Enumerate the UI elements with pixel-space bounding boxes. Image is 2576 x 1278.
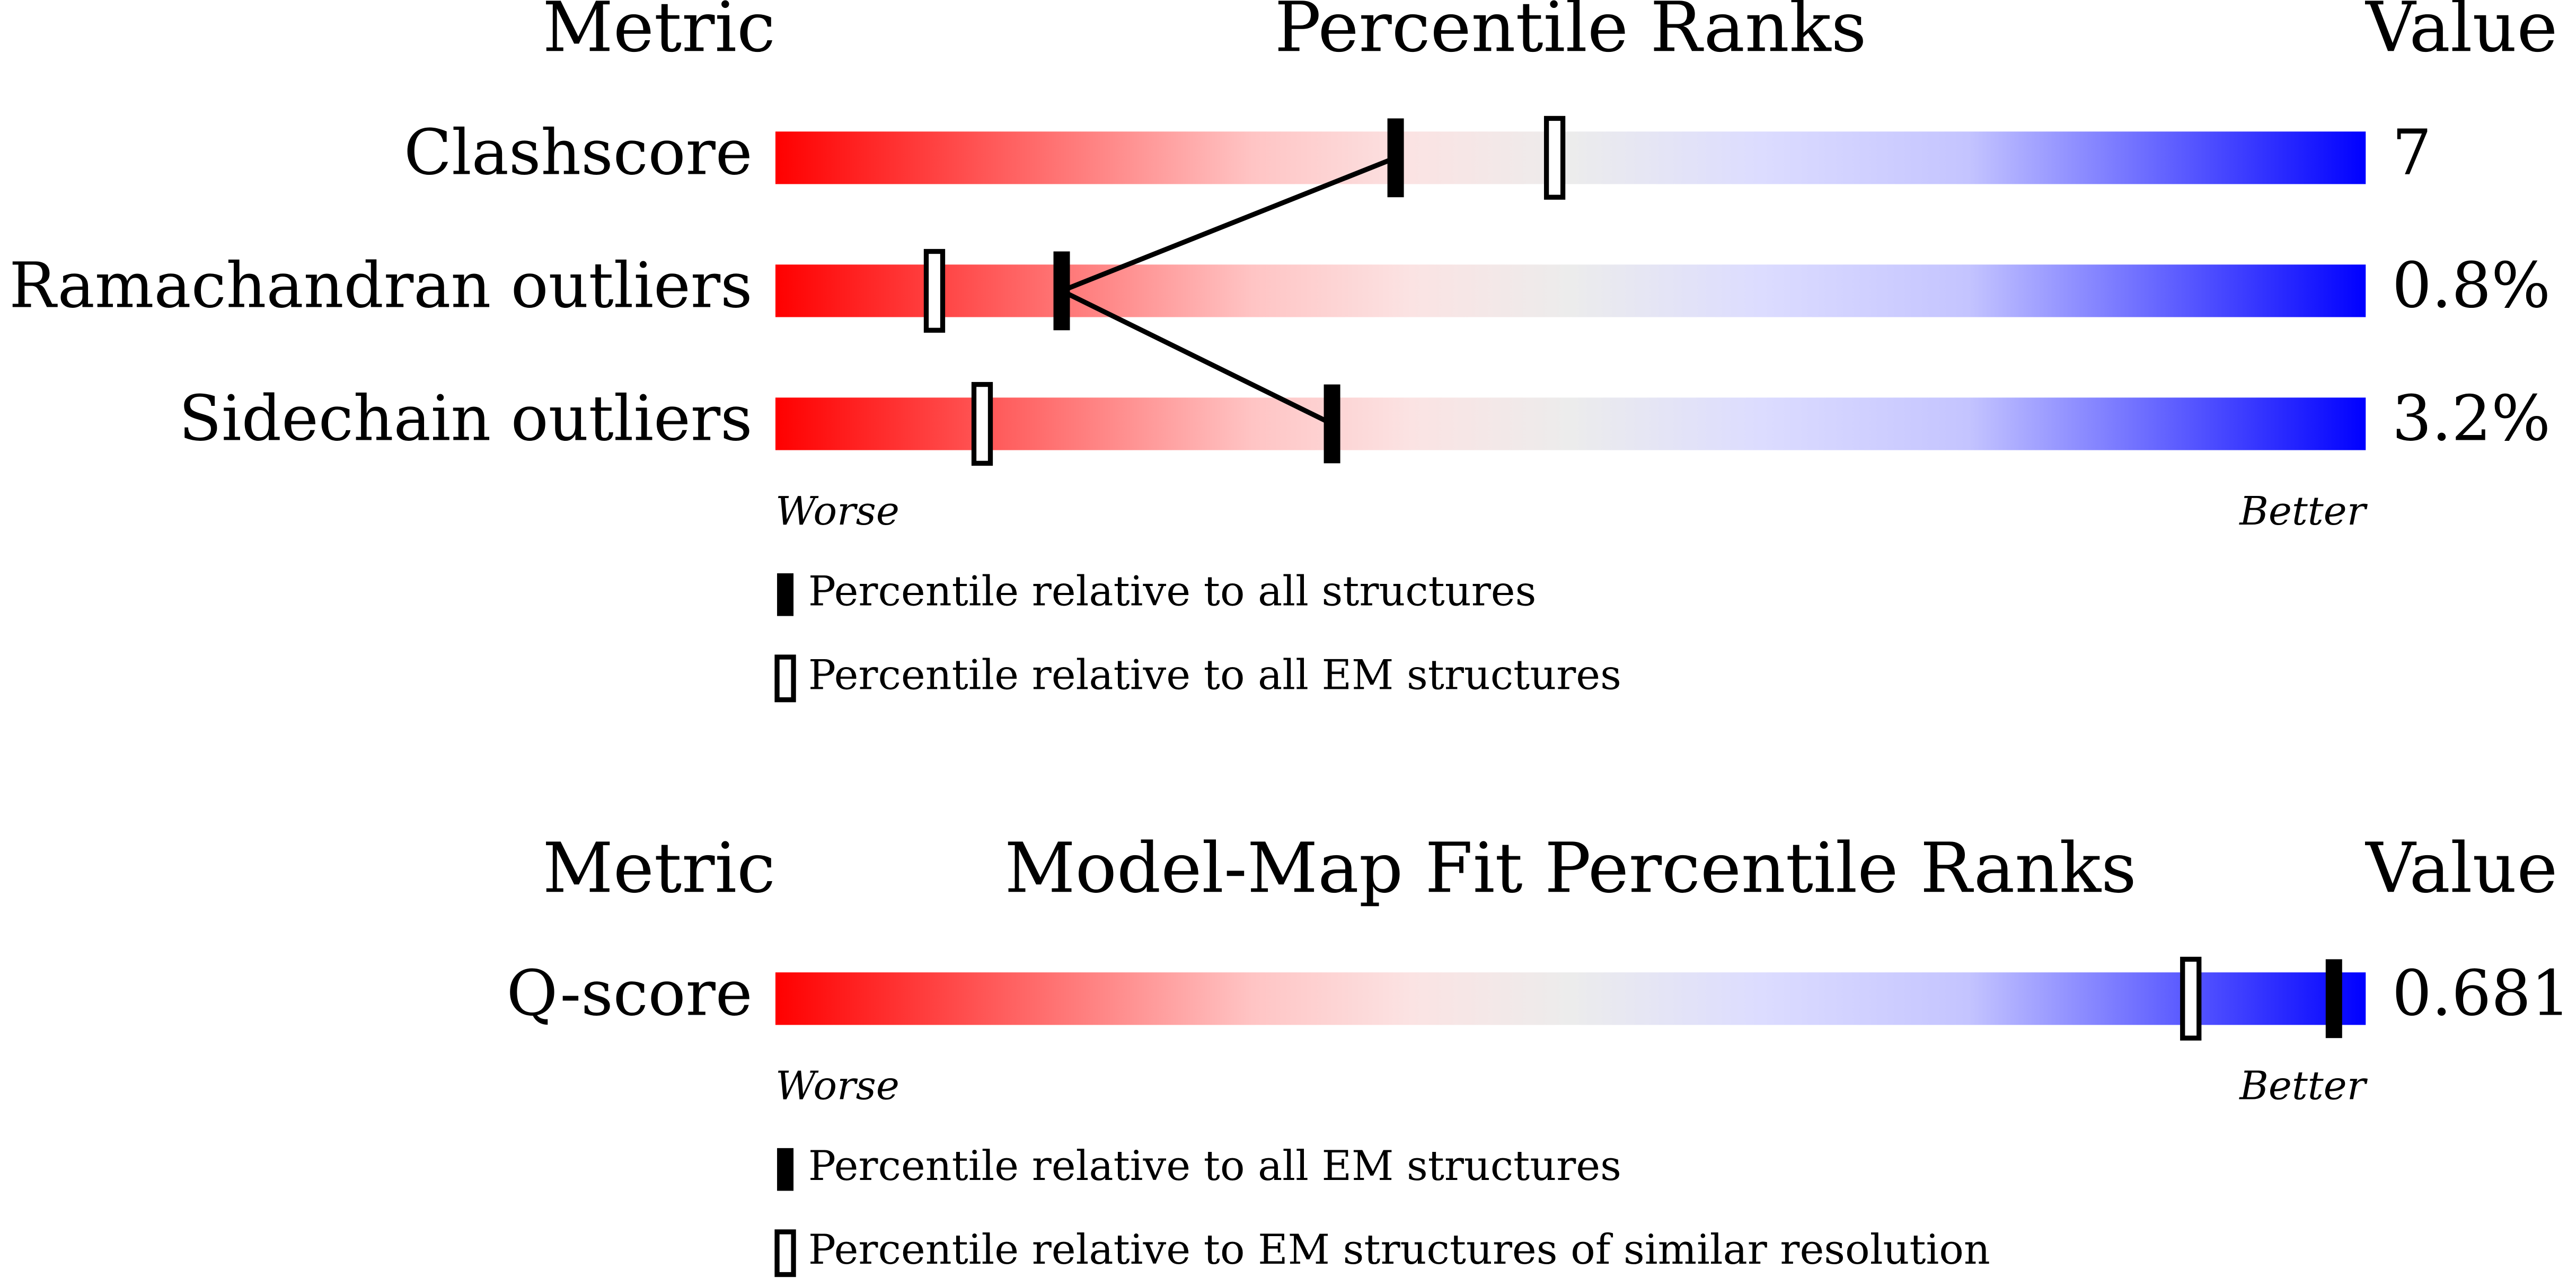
slider-bar (775, 972, 2366, 1025)
marker-open (1543, 116, 1566, 200)
metric-label: Q-score (507, 957, 753, 1030)
worse-label: Worse (775, 488, 899, 534)
legend-swatch (774, 1229, 796, 1277)
better-label: Better (2238, 1063, 2368, 1109)
metric-header: Metric (543, 0, 775, 67)
slider-bar (775, 397, 2366, 450)
worse-label: Worse (775, 1063, 899, 1109)
metric-label: Sidechain outliers (179, 383, 752, 455)
marker-open (2180, 956, 2202, 1041)
marker-open (923, 248, 946, 333)
chart-title: Model-Map Fit Percentile Ranks (1004, 828, 2137, 908)
legend-label: Percentile relative to EM structures of … (808, 1226, 1990, 1274)
slider-bar (775, 264, 2366, 317)
legend-swatch (777, 1148, 794, 1191)
value-header: Value (2365, 828, 2557, 908)
marker-filled (1324, 384, 1340, 464)
marker-filled (1053, 251, 1070, 331)
metric-header: Metric (543, 828, 775, 908)
slider-bar (775, 131, 2366, 184)
metric-label: Clashscore (404, 116, 753, 189)
marker-filled (1387, 118, 1404, 198)
legend-swatch (777, 573, 794, 616)
legend-label: Percentile relative to all EM structures (808, 651, 1621, 699)
metric-value: 7 (2392, 116, 2432, 189)
legend-label: Percentile relative to all EM structures (808, 1142, 1621, 1190)
metric-value: 0.681 (2392, 957, 2571, 1030)
value-header: Value (2365, 0, 2557, 67)
marker-filled (2325, 959, 2342, 1039)
metric-label: Ramachandran outliers (9, 249, 752, 322)
metric-value: 0.8% (2392, 249, 2551, 322)
metric-value: 3.2% (2392, 383, 2551, 455)
legend-label: Percentile relative to all structures (808, 567, 1536, 615)
chart-title: Percentile Ranks (1275, 0, 1867, 67)
marker-open (971, 381, 993, 466)
legend-swatch (774, 654, 796, 703)
better-label: Better (2238, 488, 2368, 534)
